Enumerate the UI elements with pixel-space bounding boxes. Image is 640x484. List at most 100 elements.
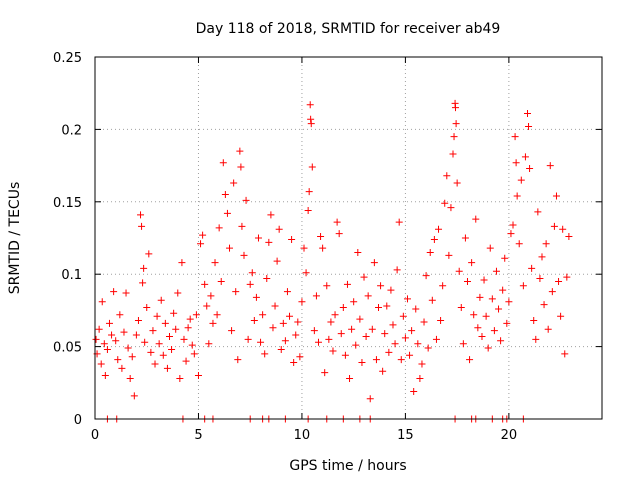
data-point	[432, 335, 440, 343]
data-point	[126, 374, 134, 382]
data-point	[399, 312, 407, 320]
data-point	[192, 311, 200, 319]
data-point	[263, 275, 271, 283]
data-point	[223, 209, 231, 217]
data-point	[110, 288, 118, 296]
data-point	[548, 288, 556, 296]
data-point	[410, 387, 418, 395]
data-point	[343, 280, 351, 288]
data-point	[140, 264, 148, 272]
data-point	[308, 163, 316, 171]
data-point	[341, 351, 349, 359]
data-point	[519, 282, 527, 290]
data-point	[331, 311, 339, 319]
data-point	[244, 335, 252, 343]
data-point	[163, 364, 171, 372]
data-point	[515, 240, 523, 248]
data-point	[507, 230, 515, 238]
data-point	[118, 364, 126, 372]
data-point	[550, 222, 558, 230]
data-point	[132, 331, 140, 339]
data-point	[422, 272, 430, 280]
chart-title: Day 118 of 2018, SRMTID for receiver ab4…	[196, 21, 501, 37]
y-tick-label: 0.25	[53, 51, 82, 66]
y-tick-label: 0.05	[53, 341, 82, 356]
data-point	[108, 331, 116, 339]
data-point	[358, 359, 366, 367]
x-tick-label: 20	[501, 428, 518, 443]
data-point	[377, 282, 385, 290]
data-point	[565, 233, 573, 241]
data-point	[306, 101, 314, 109]
data-point	[412, 305, 420, 313]
data-point	[385, 348, 393, 356]
data-point	[98, 298, 106, 306]
data-point	[463, 277, 471, 285]
data-point	[101, 372, 109, 380]
data-point	[451, 104, 459, 112]
data-point	[356, 315, 364, 323]
data-point	[292, 331, 300, 339]
data-point	[182, 357, 190, 365]
data-point	[137, 211, 145, 219]
data-point	[414, 340, 422, 348]
data-point	[114, 356, 122, 364]
data-point	[401, 334, 409, 342]
data-point	[261, 350, 269, 358]
data-point	[346, 374, 354, 382]
data-point	[561, 350, 569, 358]
data-point	[480, 276, 488, 284]
data-point	[275, 225, 283, 233]
data-point	[155, 340, 163, 348]
data-point	[300, 244, 308, 252]
data-point	[524, 109, 532, 117]
y-tick-label: 0	[74, 413, 82, 428]
data-point	[327, 318, 335, 326]
data-point	[387, 286, 395, 294]
data-point	[147, 348, 155, 356]
data-point	[265, 238, 273, 246]
data-point	[170, 309, 178, 317]
data-point	[325, 335, 333, 343]
data-point	[559, 225, 567, 233]
x-tick-label: 0	[91, 428, 99, 443]
data-point	[190, 350, 198, 358]
data-point	[453, 179, 461, 187]
data-point	[141, 338, 149, 346]
data-point	[443, 172, 451, 180]
data-point	[321, 369, 329, 377]
data-point	[544, 325, 552, 333]
y-axis-label: SRMTID / TECUs	[7, 182, 23, 295]
data-point	[352, 341, 360, 349]
data-point	[277, 345, 285, 353]
data-point	[310, 327, 318, 335]
data-point	[219, 159, 227, 167]
data-point	[105, 319, 113, 327]
data-point	[406, 351, 414, 359]
data-point	[525, 123, 533, 131]
data-point	[452, 120, 460, 128]
data-point	[290, 359, 298, 367]
data-point	[449, 150, 457, 158]
data-point	[254, 234, 262, 242]
data-point	[350, 298, 358, 306]
x-axis-label: GPS time / hours	[289, 458, 406, 474]
data-point	[252, 293, 260, 301]
data-point	[128, 353, 136, 361]
data-point	[283, 288, 291, 296]
data-point	[168, 345, 176, 353]
data-point	[312, 292, 320, 300]
data-point	[339, 304, 347, 312]
data-point	[509, 221, 517, 229]
data-point	[424, 344, 432, 352]
x-tick-label: 10	[294, 428, 311, 443]
data-point	[555, 277, 563, 285]
data-point	[203, 302, 211, 310]
data-point	[430, 235, 438, 243]
data-point	[538, 253, 546, 261]
data-point	[362, 332, 370, 340]
data-point	[478, 332, 486, 340]
y-tick-label: 0.15	[53, 196, 82, 211]
data-point	[213, 311, 221, 319]
data-point	[468, 259, 476, 267]
